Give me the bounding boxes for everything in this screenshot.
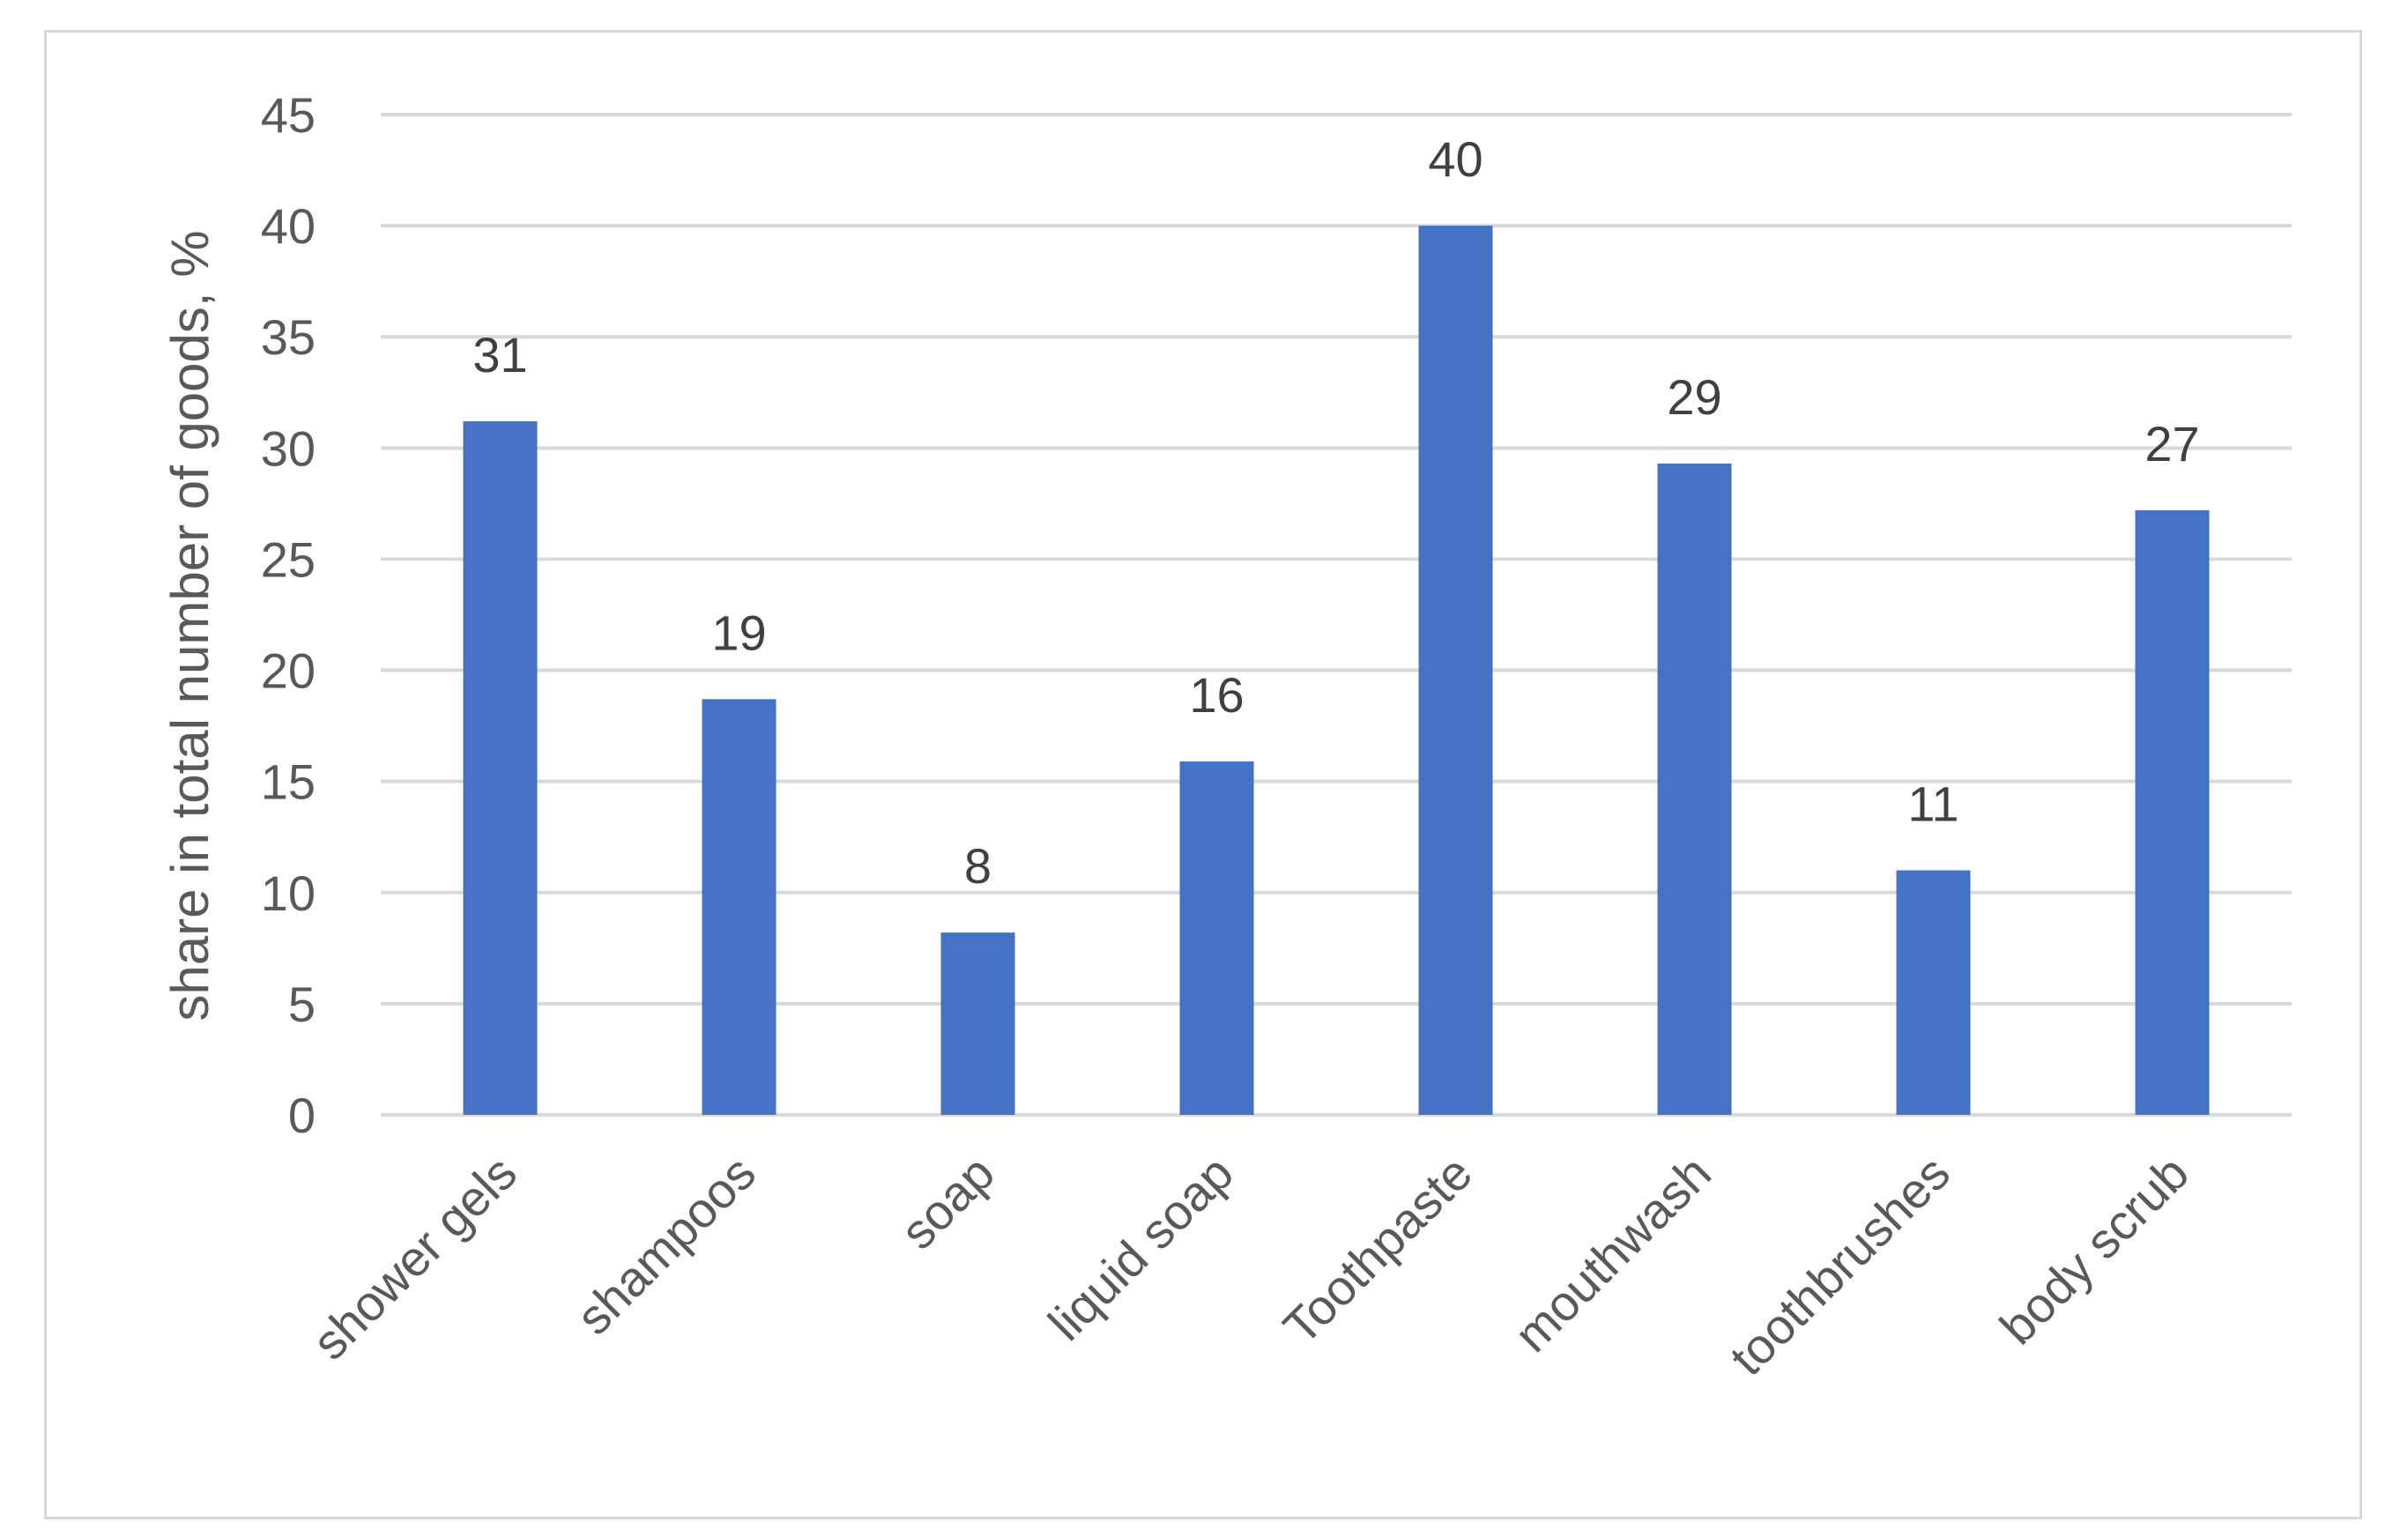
y-axis-ticks: 0 5 10 15 20 25 30 35 40 45 bbox=[261, 87, 316, 1143]
x-category-label: body scrub bbox=[1989, 1145, 2199, 1355]
data-label: 16 bbox=[1189, 667, 1244, 723]
y-tick-label: 35 bbox=[261, 309, 316, 365]
x-category-label: liquid soap bbox=[1037, 1145, 1244, 1351]
x-category-label: Toothpaste bbox=[1273, 1145, 1483, 1355]
bar bbox=[463, 421, 538, 1116]
bar bbox=[2135, 509, 2210, 1115]
data-label: 40 bbox=[1428, 131, 1483, 187]
data-label: 8 bbox=[964, 838, 992, 894]
x-category-label: toothbrushes bbox=[1719, 1145, 1959, 1385]
y-tick-label: 30 bbox=[261, 420, 316, 476]
y-tick-label: 45 bbox=[261, 87, 316, 143]
data-label: 19 bbox=[711, 605, 766, 660]
bar bbox=[1179, 761, 1254, 1115]
x-category-label: shower gels bbox=[301, 1145, 527, 1370]
y-tick-label: 5 bbox=[288, 976, 316, 1032]
y-tick-label: 25 bbox=[261, 531, 316, 587]
data-labels: 31 19 8 16 40 29 11 27 bbox=[472, 131, 2199, 894]
x-category-label: mouthwash bbox=[1504, 1145, 1721, 1363]
x-axis-categories: shower gels shampoos soap liquid soap Toothp… bbox=[301, 1145, 2199, 1385]
bar bbox=[702, 699, 777, 1115]
x-category-label: soap bbox=[890, 1145, 1005, 1259]
data-label: 27 bbox=[2144, 416, 2199, 471]
bar bbox=[1418, 226, 1493, 1116]
x-category-label: shampoos bbox=[566, 1145, 766, 1345]
y-tick-label: 10 bbox=[261, 865, 316, 921]
data-label: 31 bbox=[472, 327, 527, 382]
bar bbox=[1896, 870, 1971, 1115]
gridlines bbox=[381, 113, 2292, 1117]
data-label: 29 bbox=[1667, 369, 1721, 425]
y-tick-label: 40 bbox=[261, 198, 316, 254]
bars bbox=[463, 226, 2210, 1116]
bar bbox=[940, 932, 1015, 1115]
y-axis-title: share in total number of goods, % bbox=[160, 230, 219, 1021]
bar bbox=[1657, 463, 1732, 1115]
data-label: 11 bbox=[1907, 776, 1958, 832]
y-tick-label: 15 bbox=[261, 754, 316, 810]
y-tick-label: 20 bbox=[261, 643, 316, 699]
y-tick-label: 0 bbox=[288, 1088, 316, 1143]
